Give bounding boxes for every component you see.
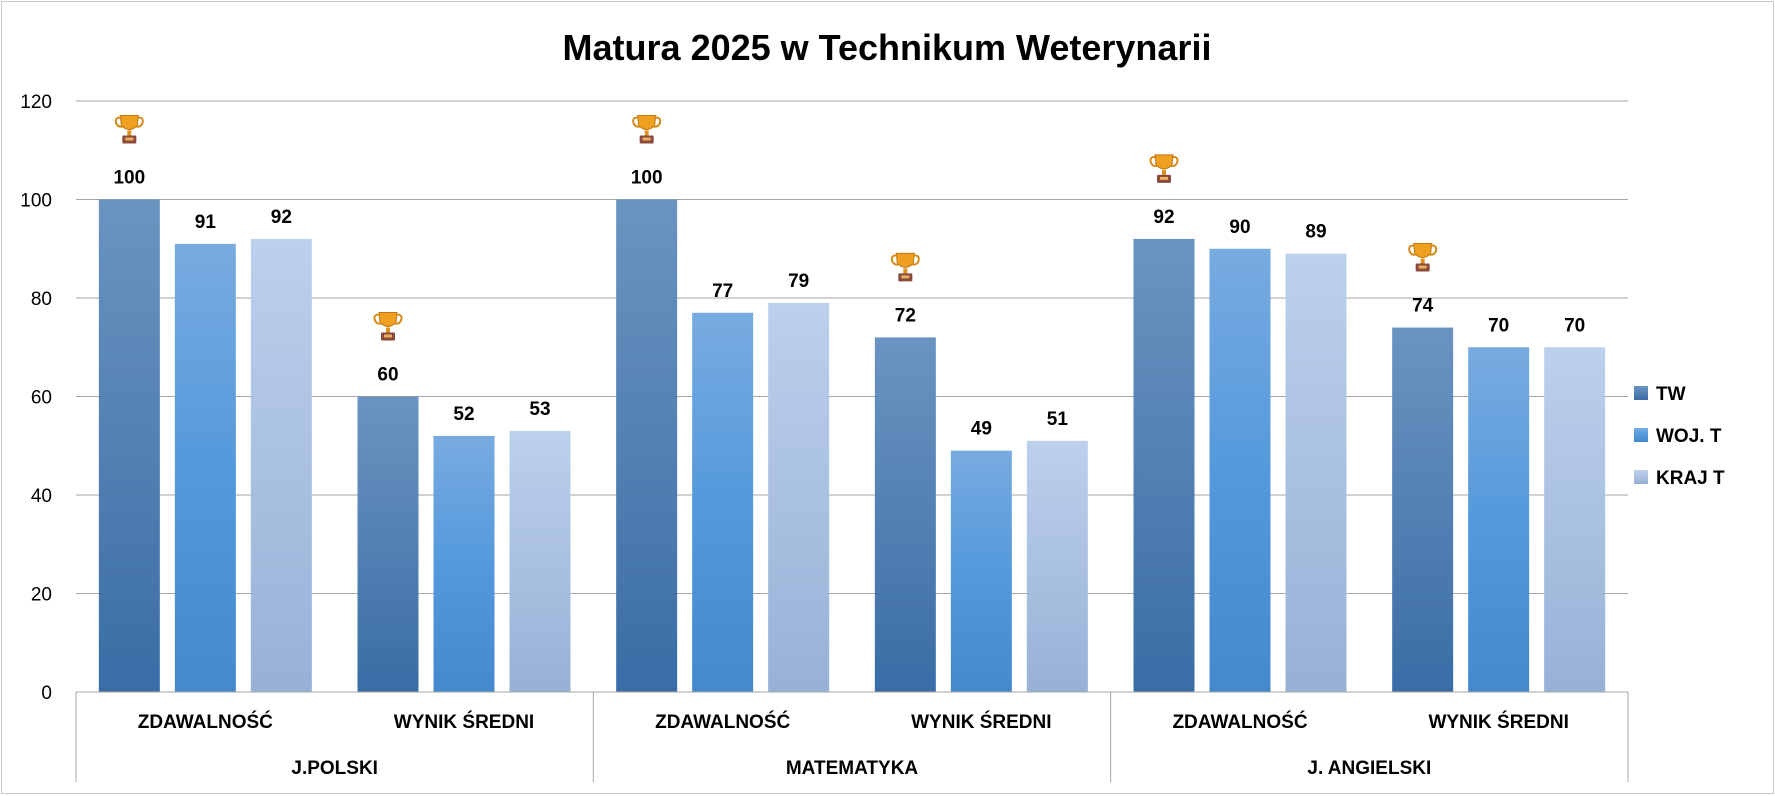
- data-label: 77: [712, 281, 733, 302]
- bar-kraj-t: [1544, 347, 1606, 692]
- bar-kraj-t: [250, 238, 312, 692]
- data-label: 92: [1153, 207, 1174, 228]
- data-label: 52: [453, 404, 474, 425]
- legend-swatch: [1634, 428, 1648, 442]
- bar-tw: [357, 396, 419, 692]
- category-label: ZDAWALNOŚĆ: [655, 711, 790, 733]
- y-tick-label: 20: [31, 585, 52, 606]
- data-label: 90: [1229, 217, 1250, 238]
- trophy-icons: [109, 109, 1443, 343]
- data-label: 74: [1412, 296, 1434, 317]
- bar-woj-t: [950, 450, 1012, 692]
- data-label: 89: [1305, 222, 1326, 243]
- legend-label: KRAJ T: [1656, 468, 1725, 489]
- legend-label: TW: [1656, 384, 1686, 405]
- category-label: ZDAWALNOŚĆ: [138, 711, 273, 733]
- bar-kraj-t: [768, 302, 830, 692]
- y-tick-label: 100: [20, 191, 52, 212]
- y-tick-label: 80: [31, 289, 52, 310]
- data-label: 49: [971, 419, 992, 440]
- data-label: 91: [195, 212, 217, 233]
- bar-tw: [616, 199, 678, 692]
- group-label: J.POLSKI: [291, 758, 378, 779]
- data-label: 53: [529, 399, 550, 420]
- data-label: 70: [1488, 315, 1509, 336]
- bar-kraj-t: [509, 430, 571, 692]
- y-tick-label: 40: [31, 486, 52, 507]
- legend[interactable]: TW WOJ. T KRAJ T: [1634, 384, 1725, 489]
- legend-swatch: [1634, 386, 1648, 400]
- y-tick-label: 120: [20, 92, 52, 113]
- bar-woj-t: [692, 312, 754, 692]
- x-axis: ZDAWALNOŚĆ WYNIK ŚREDNI ZDAWALNOŚĆ WYNIK ŚR…: [75, 691, 1629, 782]
- legend-swatch: [1634, 470, 1648, 484]
- bar-kraj-t: [1285, 253, 1347, 693]
- bar-woj-t: [433, 435, 495, 692]
- data-label: 72: [895, 305, 916, 326]
- y-tick-label: 0: [41, 683, 52, 704]
- bars: [98, 199, 1606, 693]
- y-axis: 0 20 40 60 80 100 120: [20, 92, 52, 704]
- data-labels: 100 91 92 60 52 53 100 77 79 72 49 51 92 90 89 74 70 70: [113, 168, 1585, 440]
- group-label: J. ANGIELSKI: [1307, 758, 1431, 779]
- category-label: WYNIK ŚREDNI: [1428, 711, 1568, 733]
- data-label: 51: [1047, 409, 1069, 430]
- bar-tw: [1133, 238, 1195, 692]
- bar-woj-t: [1209, 248, 1271, 692]
- group-label: MATEMATYKA: [786, 758, 919, 779]
- category-label: ZDAWALNOŚĆ: [1172, 711, 1307, 733]
- bar-tw: [98, 199, 160, 692]
- y-tick-label: 60: [31, 388, 52, 409]
- bar-tw: [1392, 327, 1454, 692]
- chart-title: Matura 2025 w Technikum Weterynarii: [563, 27, 1212, 68]
- data-label: 70: [1564, 315, 1585, 336]
- legend-label: WOJ. T: [1656, 426, 1722, 447]
- data-label: 79: [788, 271, 809, 292]
- bar-woj-t: [1468, 347, 1530, 692]
- data-label: 60: [377, 365, 398, 386]
- data-label: 100: [631, 168, 663, 189]
- category-label: WYNIK ŚREDNI: [911, 711, 1051, 733]
- bar-woj-t: [174, 243, 236, 692]
- bar-kraj-t: [1026, 440, 1088, 692]
- gridlines: [76, 100, 1628, 594]
- data-label: 100: [113, 168, 145, 189]
- data-label: 92: [271, 207, 292, 228]
- bar-tw: [874, 337, 936, 692]
- category-label: WYNIK ŚREDNI: [394, 711, 534, 733]
